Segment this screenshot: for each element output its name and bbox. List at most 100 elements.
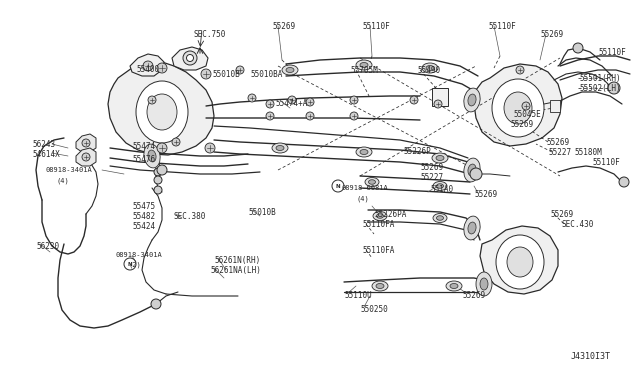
Ellipse shape — [282, 65, 298, 75]
Ellipse shape — [369, 180, 376, 184]
Circle shape — [522, 102, 530, 110]
Text: 55110FA: 55110FA — [362, 246, 394, 255]
Text: 55226PA: 55226PA — [374, 210, 406, 219]
Circle shape — [306, 112, 314, 120]
Ellipse shape — [147, 94, 177, 130]
Ellipse shape — [433, 182, 447, 190]
Text: 55269: 55269 — [420, 163, 443, 172]
Ellipse shape — [480, 278, 488, 290]
Circle shape — [410, 96, 418, 104]
Text: 550250: 550250 — [360, 305, 388, 314]
Text: N: N — [128, 262, 132, 266]
Text: SEC.380: SEC.380 — [174, 212, 206, 221]
Polygon shape — [130, 54, 164, 76]
Ellipse shape — [422, 63, 438, 73]
Text: 56243: 56243 — [32, 140, 55, 149]
Ellipse shape — [450, 283, 458, 289]
FancyBboxPatch shape — [550, 100, 560, 112]
Ellipse shape — [436, 155, 444, 160]
Text: (4): (4) — [56, 177, 68, 183]
Ellipse shape — [356, 60, 372, 70]
Text: 56261N(RH): 56261N(RH) — [214, 256, 260, 265]
Text: 55269: 55269 — [272, 22, 295, 31]
Text: 55110F: 55110F — [488, 22, 516, 31]
Ellipse shape — [144, 144, 160, 168]
Text: 55110F: 55110F — [592, 158, 620, 167]
Polygon shape — [480, 226, 558, 294]
Circle shape — [124, 258, 136, 270]
Circle shape — [143, 61, 153, 71]
Text: 55476: 55476 — [132, 155, 155, 164]
Text: 08918-6081A: 08918-6081A — [342, 185, 388, 191]
Text: 55010BA: 55010BA — [250, 70, 282, 79]
Text: 55501(RH): 55501(RH) — [579, 74, 621, 83]
Text: 55110FA: 55110FA — [362, 220, 394, 229]
Text: 55475: 55475 — [132, 202, 155, 211]
Polygon shape — [76, 148, 96, 166]
Text: 55269: 55269 — [550, 210, 573, 219]
Circle shape — [157, 63, 167, 73]
Text: 55474+A: 55474+A — [275, 99, 307, 108]
Circle shape — [157, 165, 167, 175]
Ellipse shape — [286, 67, 294, 73]
Text: (4): (4) — [356, 195, 369, 202]
Circle shape — [573, 43, 583, 53]
Ellipse shape — [136, 81, 188, 143]
Circle shape — [183, 51, 197, 65]
Circle shape — [236, 66, 244, 74]
Text: 55226P: 55226P — [403, 147, 431, 156]
Ellipse shape — [433, 214, 447, 222]
Ellipse shape — [464, 88, 480, 112]
Ellipse shape — [373, 212, 387, 221]
Ellipse shape — [446, 281, 462, 291]
Text: 55269: 55269 — [540, 30, 563, 39]
Circle shape — [154, 186, 162, 194]
Circle shape — [157, 143, 167, 153]
Text: 55482: 55482 — [132, 212, 155, 221]
Ellipse shape — [376, 214, 383, 218]
Text: (2): (2) — [128, 262, 141, 269]
Polygon shape — [172, 47, 208, 70]
Text: 55110U: 55110U — [344, 291, 372, 300]
Text: 55110F: 55110F — [598, 48, 626, 57]
Circle shape — [288, 96, 296, 104]
Ellipse shape — [148, 150, 156, 162]
Text: 55180M: 55180M — [574, 148, 602, 157]
Polygon shape — [108, 62, 214, 155]
Text: 54614X: 54614X — [32, 150, 60, 159]
Polygon shape — [474, 64, 562, 146]
Ellipse shape — [476, 272, 492, 296]
Text: 55269: 55269 — [510, 120, 533, 129]
Ellipse shape — [468, 164, 476, 176]
Ellipse shape — [504, 92, 532, 124]
Circle shape — [154, 176, 162, 184]
Circle shape — [151, 299, 161, 309]
Ellipse shape — [432, 153, 448, 163]
Text: J4310I3T: J4310I3T — [571, 352, 611, 361]
Text: 55269: 55269 — [546, 138, 569, 147]
Ellipse shape — [276, 145, 284, 151]
Ellipse shape — [376, 283, 384, 289]
Circle shape — [619, 177, 629, 187]
Circle shape — [516, 66, 524, 74]
Circle shape — [332, 180, 344, 192]
Ellipse shape — [468, 222, 476, 234]
Text: N: N — [336, 183, 340, 189]
Text: 55227: 55227 — [548, 148, 571, 157]
Text: 55110F: 55110F — [362, 22, 390, 31]
Circle shape — [154, 168, 162, 176]
Ellipse shape — [372, 281, 388, 291]
Ellipse shape — [365, 177, 379, 186]
Circle shape — [608, 82, 620, 94]
Ellipse shape — [426, 65, 434, 71]
Ellipse shape — [464, 158, 480, 182]
Text: 08918-3401A: 08918-3401A — [45, 167, 92, 173]
Text: 55490: 55490 — [417, 66, 440, 75]
Text: 551A0: 551A0 — [430, 185, 453, 194]
Circle shape — [248, 94, 256, 102]
Ellipse shape — [356, 147, 372, 157]
Text: 56230: 56230 — [36, 242, 59, 251]
Ellipse shape — [360, 150, 368, 154]
Text: 55010B: 55010B — [212, 70, 240, 79]
Text: 55424: 55424 — [132, 222, 155, 231]
